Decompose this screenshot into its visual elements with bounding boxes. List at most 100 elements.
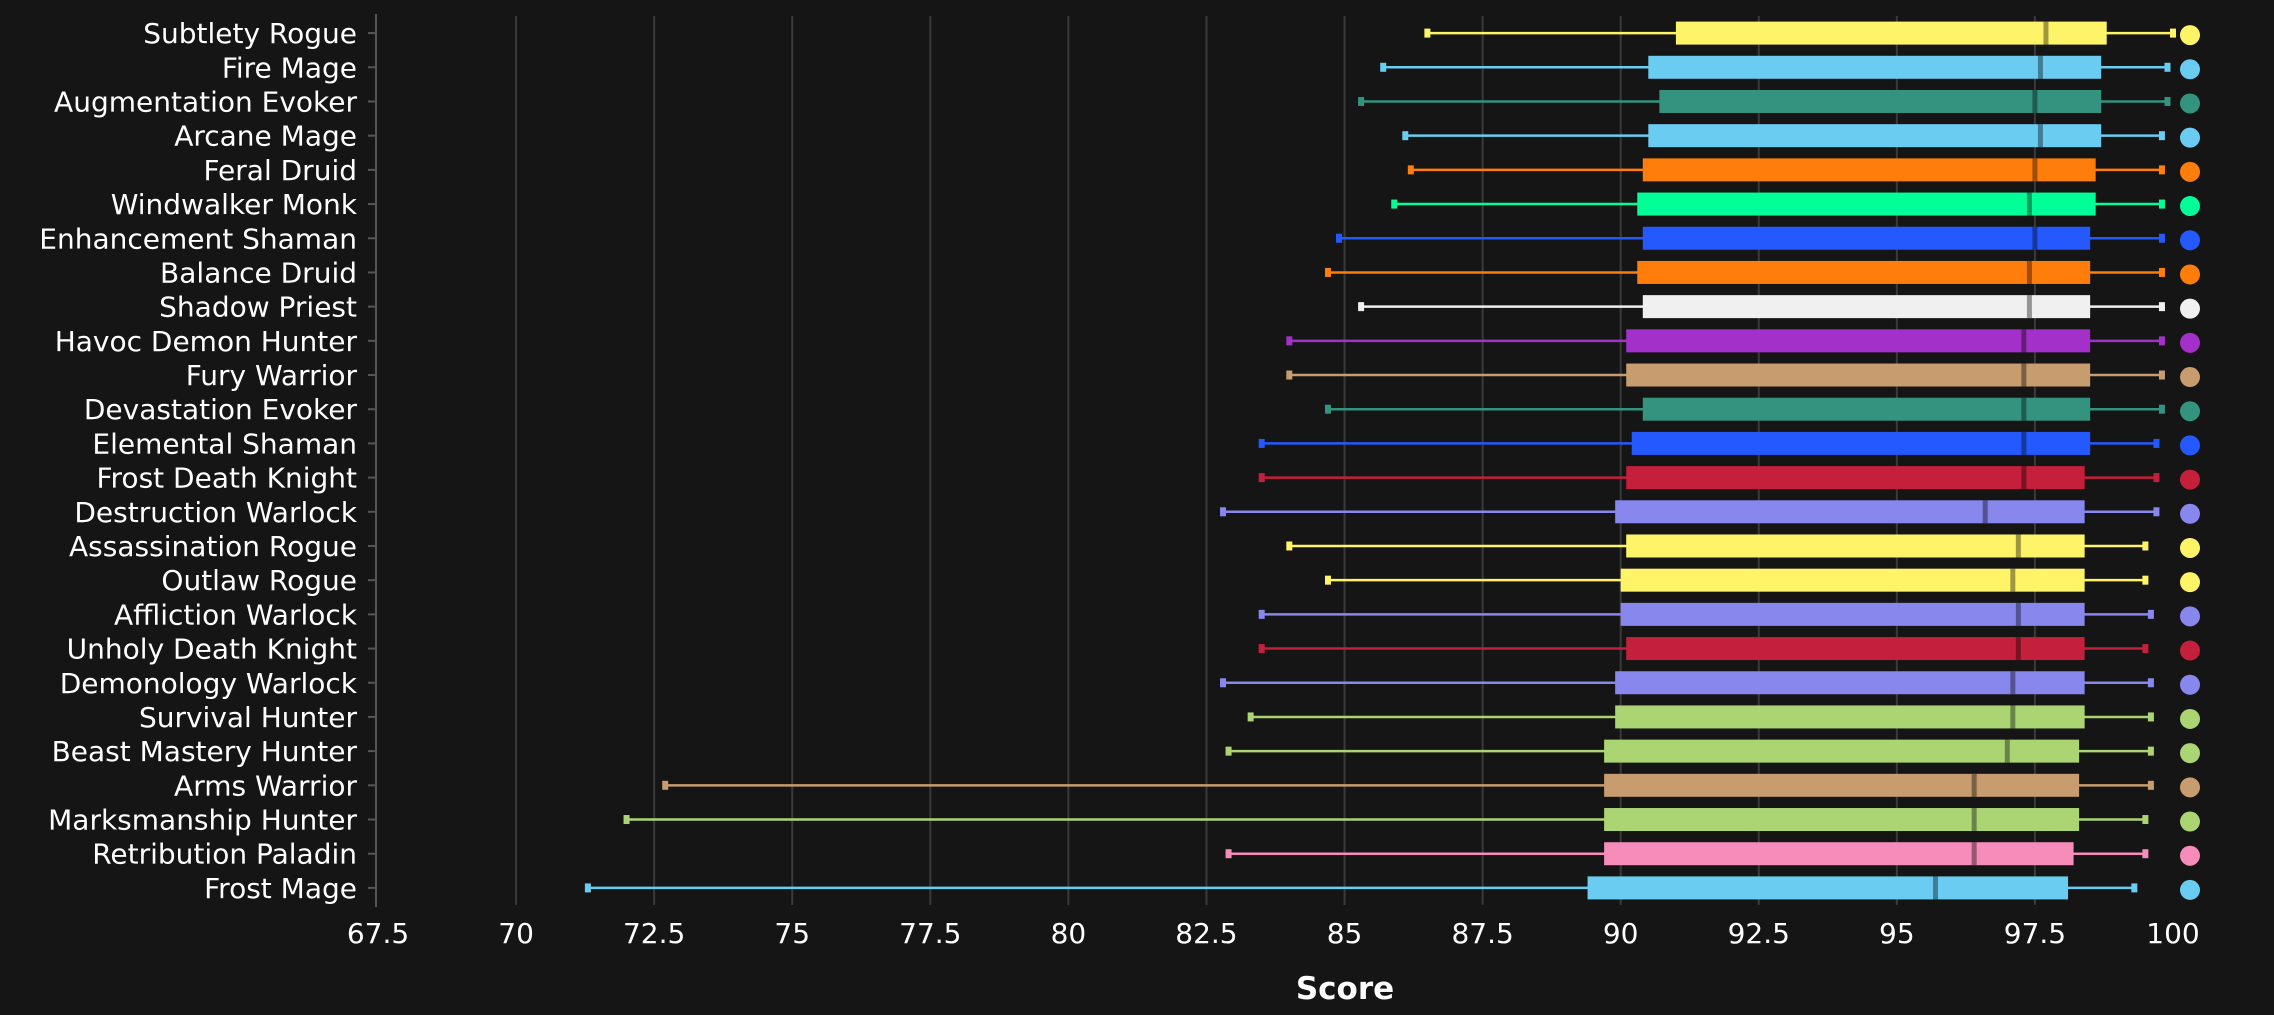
box-demonology-warlock xyxy=(1220,671,2154,695)
legend-dot xyxy=(2180,503,2200,524)
whisker-cap-min xyxy=(1258,438,1265,448)
median-line xyxy=(2037,124,2043,148)
legend-dot xyxy=(2180,127,2200,148)
whisker-cap-max xyxy=(2142,575,2149,585)
whisker-cap-max xyxy=(2158,302,2165,312)
median-line xyxy=(2026,260,2032,284)
whisker-cap-max xyxy=(2142,644,2149,654)
legend-dot xyxy=(2180,845,2200,866)
whisker-cap-min xyxy=(623,815,630,825)
box-body xyxy=(1620,568,2085,592)
box-arcane-mage xyxy=(1402,124,2165,148)
legend-dot xyxy=(2180,606,2200,627)
x-tick-label: 82.5 xyxy=(1175,917,1237,950)
box-outlaw-rogue xyxy=(1324,568,2149,592)
legend-dot xyxy=(2180,401,2200,422)
median-line xyxy=(2010,705,2016,729)
y-axis xyxy=(368,14,377,907)
whisker-cap-max xyxy=(2158,267,2165,277)
median-line xyxy=(2037,55,2043,79)
median-line xyxy=(1971,842,1977,866)
box-body xyxy=(1615,671,2085,695)
whisker-cap-max xyxy=(2158,370,2165,380)
category-label: Frost Death Knight xyxy=(96,462,357,495)
box-frost-death-knight xyxy=(1258,466,2160,490)
box-frost-mage xyxy=(584,876,2138,900)
whisker-cap-min xyxy=(1247,712,1254,722)
median-line xyxy=(2021,363,2027,387)
median-line xyxy=(1933,876,1939,900)
median-line xyxy=(1982,500,1988,524)
whisker-cap-min xyxy=(1258,609,1265,619)
box-arms-warrior xyxy=(662,773,2154,797)
box-body xyxy=(1659,89,2102,113)
box-affliction-warlock xyxy=(1258,602,2154,626)
whisker-cap-min xyxy=(1225,746,1232,756)
box-body xyxy=(1615,705,2085,729)
category-label: Subtlety Rogue xyxy=(143,17,357,50)
category-label: Fury Warrior xyxy=(186,359,358,392)
box-assassination-rogue xyxy=(1286,534,2149,558)
x-tick-label: 72.5 xyxy=(623,917,685,950)
category-label: Assassination Rogue xyxy=(69,530,357,563)
whisker-cap-max xyxy=(2158,233,2165,243)
category-label: Augmentation Evoker xyxy=(54,85,357,118)
x-tick-label: 95 xyxy=(1879,917,1915,950)
whisker-cap-max xyxy=(2142,541,2149,551)
whisker-cap-max xyxy=(2142,849,2149,859)
whisker-cap-min xyxy=(1324,404,1331,414)
category-label: Survival Hunter xyxy=(139,701,358,734)
whisker-cap-max xyxy=(2153,438,2160,448)
category-label: Arms Warrior xyxy=(174,769,357,802)
x-tick-label: 80 xyxy=(1051,917,1087,950)
whisker-cap-max xyxy=(2147,780,2154,790)
box-body xyxy=(1604,842,2074,866)
whisker-cap-min xyxy=(1258,473,1265,483)
box-body xyxy=(1648,55,2102,79)
category-label: Affliction Warlock xyxy=(114,598,358,631)
box-body xyxy=(1626,637,2085,661)
legend-dot xyxy=(2180,674,2200,695)
whisker-cap-max xyxy=(2131,883,2138,893)
whisker-cap-min xyxy=(662,780,669,790)
x-tick-label: 97.5 xyxy=(2004,917,2066,950)
median-line xyxy=(2010,671,2016,695)
category-label: Windwalker Monk xyxy=(111,188,358,221)
box-body xyxy=(1626,466,2085,490)
category-label: Balance Druid xyxy=(160,256,357,289)
x-tick-label: 75 xyxy=(774,917,810,950)
category-label: Retribution Paladin xyxy=(92,838,357,871)
category-label: Arcane Mage xyxy=(174,120,357,153)
category-label: Outlaw Rogue xyxy=(161,564,357,597)
box-devastation-evoker xyxy=(1324,397,2165,421)
x-tick-label: 90 xyxy=(1603,917,1639,950)
category-label: Fire Mage xyxy=(222,51,357,84)
whisker-cap-min xyxy=(584,883,591,893)
category-label: Havoc Demon Hunter xyxy=(55,325,358,358)
median-line xyxy=(2043,21,2049,45)
legend-dot xyxy=(2180,332,2200,353)
box-body xyxy=(1626,329,2091,353)
x-tick-label: 87.5 xyxy=(1451,917,1513,950)
legend-dot xyxy=(2180,811,2200,832)
box-elemental-shaman xyxy=(1258,431,2160,455)
whisker-cap-max xyxy=(2147,609,2154,619)
x-tick-labels: 67.5 70 72.5 75 77.5 80 82.5 85 87.5 90 92.5 95 97.5… xyxy=(347,917,2200,950)
median-line xyxy=(2021,329,2027,353)
category-label: Feral Druid xyxy=(203,154,357,187)
x-tick-label: 70 xyxy=(498,917,534,950)
x-tick-label: 92.5 xyxy=(1728,917,1790,950)
median-line xyxy=(2021,466,2027,490)
box-body xyxy=(1648,124,2102,148)
box-subtlety-rogue xyxy=(1424,21,2176,45)
median-line xyxy=(2010,568,2016,592)
legend-dot xyxy=(2180,435,2200,456)
box-survival-hunter xyxy=(1247,705,2154,729)
box-enhancement-shaman xyxy=(1336,226,2165,250)
box-feral-druid xyxy=(1407,158,2165,182)
whisker-cap-max xyxy=(2147,712,2154,722)
category-label: Frost Mage xyxy=(204,872,357,905)
x-tick-label: 77.5 xyxy=(899,917,961,950)
